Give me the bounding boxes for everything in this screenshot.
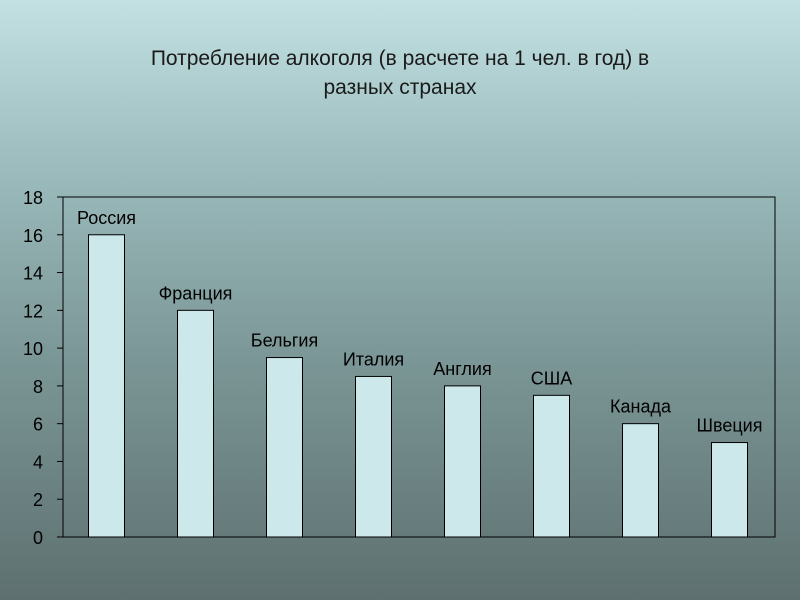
y-tick-label-14: 14 — [23, 264, 43, 284]
bar-label-2: Бельгия — [251, 331, 318, 351]
bar-4 — [444, 385, 481, 538]
bar-label-5: США — [531, 368, 573, 388]
bar-label-4: Англия — [433, 359, 491, 379]
bar-7 — [711, 442, 748, 538]
bar-1 — [177, 309, 214, 538]
bar-label-7: Швеция — [697, 416, 763, 436]
bar-label-1: Франция — [159, 283, 233, 303]
y-axis-tick-labels: 0 2 4 6 8 10 12 14 16 18 — [23, 188, 43, 548]
chart-title-line-1: Потребление алкоголя (в расчете на 1 чел… — [150, 47, 650, 70]
y-axis-ticks — [57, 196, 63, 538]
bar-category-labels: Россия Франция Бельгия Италия Англия США Канад… — [77, 208, 763, 436]
bar-5 — [533, 394, 570, 538]
bar-label-0: Россия — [77, 208, 136, 228]
bar-label-3: Италия — [343, 349, 404, 369]
chart-title-line-2: разных странах — [323, 76, 477, 99]
y-tick-label-0: 0 — [33, 528, 43, 548]
bar-3 — [355, 375, 392, 538]
bar-label-6: Канада — [610, 397, 672, 417]
y-tick-label-2: 2 — [33, 490, 43, 510]
bar-6 — [622, 423, 659, 538]
y-tick-label-4: 4 — [33, 452, 43, 472]
y-tick-label-12: 12 — [23, 301, 43, 321]
chart-title: Потребление алкоголя (в расчете на 1 чел… — [40, 44, 760, 102]
bar-0 — [88, 234, 125, 538]
y-tick-label-10: 10 — [23, 339, 43, 359]
y-tick-label-6: 6 — [33, 415, 43, 435]
y-tick-label-16: 16 — [23, 226, 43, 246]
y-tick-label-8: 8 — [33, 377, 43, 397]
y-tick-label-18: 18 — [23, 188, 43, 208]
bar-2 — [266, 357, 303, 538]
bar-series — [88, 234, 748, 538]
plot-area-frame — [62, 196, 776, 538]
